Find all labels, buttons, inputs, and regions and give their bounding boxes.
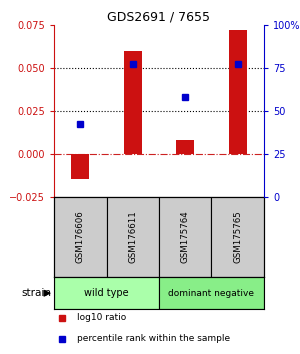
- Text: strain: strain: [21, 288, 51, 298]
- Bar: [159, 277, 264, 309]
- Title: GDS2691 / 7655: GDS2691 / 7655: [107, 11, 211, 24]
- Bar: [212, 196, 264, 277]
- Bar: [229, 30, 247, 154]
- Text: GSM175765: GSM175765: [233, 211, 242, 263]
- Text: percentile rank within the sample: percentile rank within the sample: [77, 334, 230, 343]
- Bar: [124, 51, 142, 154]
- Bar: [71, 154, 89, 179]
- Bar: [54, 196, 106, 277]
- Bar: [159, 196, 211, 277]
- Text: GSM176606: GSM176606: [76, 211, 85, 263]
- Bar: [106, 196, 159, 277]
- Text: dominant negative: dominant negative: [169, 289, 254, 298]
- Text: wild type: wild type: [84, 288, 129, 298]
- Text: GSM176611: GSM176611: [128, 211, 137, 263]
- Text: GSM175764: GSM175764: [181, 211, 190, 263]
- Bar: [176, 140, 194, 154]
- Bar: [54, 277, 159, 309]
- Text: log10 ratio: log10 ratio: [77, 313, 126, 322]
